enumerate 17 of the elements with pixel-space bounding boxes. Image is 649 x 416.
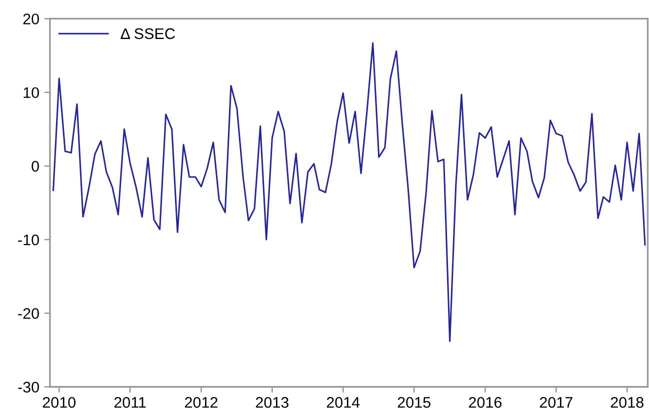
legend-label: Δ SSEC [120,28,175,40]
x-tick-label: 2017 [540,397,572,408]
x-tick-label: 2016 [468,397,502,408]
y-tick-label: -20 [18,308,39,319]
x-tick-label: 2015 [398,397,430,408]
y-tick-label: -30 [18,382,39,393]
y-tick-label: 20 [23,14,39,24]
x-tick-label: 2018 [610,397,644,408]
y-tick-label: 10 [24,87,39,98]
x-tick-label: 2010 [42,397,76,408]
y-tick-label: 0 [32,160,39,172]
x-tick-label: 2011 [114,397,146,408]
x-tick-label: 2013 [256,397,288,408]
x-tick-label: 2012 [184,397,218,408]
y-tick-label: -10 [18,234,39,246]
x-tick-label: 2014 [326,397,360,408]
line-series [52,42,646,342]
